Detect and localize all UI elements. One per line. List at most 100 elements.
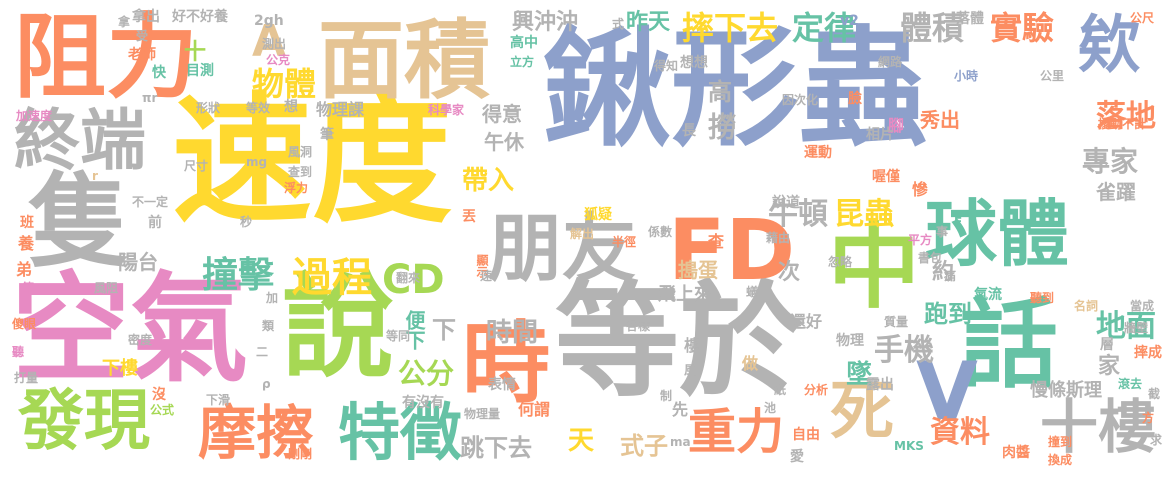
word-cloud-word: 運動	[804, 145, 832, 161]
word-cloud-word: 定律	[792, 9, 857, 47]
word-cloud-word: 肉醬	[1002, 445, 1030, 461]
word-cloud-word: 氣流	[974, 287, 1002, 303]
word-cloud-word: 雀躍	[1096, 180, 1136, 204]
word-cloud-word: 事	[936, 225, 949, 239]
word-cloud-word: 跳下去	[460, 434, 532, 462]
word-cloud-word: 面積	[318, 11, 490, 111]
word-cloud-word: 2gh	[254, 13, 284, 29]
word-cloud-word: 話	[960, 288, 1059, 402]
word-cloud-word: 剛剛	[288, 447, 313, 461]
word-cloud-word: 快	[152, 65, 166, 81]
word-cloud-word: 終端	[14, 102, 146, 179]
word-cloud-word: 類	[262, 319, 275, 333]
word-cloud-word: 次	[778, 260, 801, 285]
word-cloud-word: 層	[1100, 337, 1114, 353]
word-cloud-word: 公式	[150, 403, 175, 417]
word-cloud-word: 物理課	[316, 100, 365, 119]
word-cloud-word: 名詞	[1074, 299, 1099, 313]
word-cloud-word: 式子	[620, 432, 668, 460]
word-cloud-word: 物體	[252, 65, 317, 103]
word-cloud-word: 藉由	[766, 231, 791, 245]
word-cloud-word: 忽略	[828, 255, 853, 269]
word-cloud-word: 加	[266, 291, 279, 305]
word-cloud-word: 第一	[22, 281, 47, 295]
word-cloud-word: 質量	[884, 315, 909, 329]
word-cloud-word: mg	[246, 155, 268, 169]
word-cloud-word: 公尺	[1130, 11, 1155, 25]
word-cloud-word: 紙	[774, 383, 787, 397]
word-cloud-word: 式	[612, 17, 625, 31]
word-cloud-word: 昨天	[626, 10, 671, 35]
word-cloud-word: 跑到	[924, 300, 972, 328]
word-cloud-word: 自由	[792, 427, 820, 443]
word-cloud-word: 下	[432, 316, 456, 344]
word-cloud-word: 各樣	[626, 319, 651, 333]
word-cloud-word: 等於	[555, 270, 804, 414]
word-cloud-word: 資料	[930, 415, 990, 450]
word-cloud-word: 形狀	[196, 101, 221, 115]
word-cloud-word: 受	[136, 29, 149, 43]
word-cloud-word: 愛	[790, 449, 804, 465]
word-cloud-word: 露出	[866, 377, 894, 393]
word-cloud-word: 拿	[118, 15, 131, 29]
word-cloud-word: 實驗	[990, 9, 1055, 47]
word-cloud-word: 高	[708, 78, 732, 106]
word-cloud-word: 沒	[152, 387, 166, 403]
word-cloud-word: 撈	[704, 112, 737, 140]
word-cloud-word: 想想	[680, 55, 708, 71]
word-cloud-word: 網路	[878, 55, 903, 69]
word-cloud-word: 不一定	[132, 195, 169, 209]
word-cloud-word: 求	[1150, 433, 1163, 447]
word-cloud-word: 午休	[484, 130, 524, 154]
word-cloud-word: 牛頓	[768, 197, 828, 232]
word-cloud-word: 慢條斯理	[1030, 380, 1102, 401]
word-cloud-word: 池	[764, 401, 777, 415]
word-cloud-word: 浮力	[284, 181, 309, 195]
word-cloud-word: 相片	[866, 127, 894, 143]
word-cloud-word: 顯示	[475, 254, 489, 278]
word-cloud-word: 中	[828, 214, 921, 321]
word-cloud-word: MKS	[894, 439, 924, 453]
word-cloud-word: 公分	[398, 357, 455, 390]
word-cloud-word: 查到	[288, 165, 313, 179]
word-cloud-word: 得意	[482, 102, 522, 126]
word-cloud-word: 喔僅	[872, 169, 900, 185]
word-cloud-word: 擾動不計	[1098, 117, 1147, 131]
word-cloud-word: 痛	[944, 269, 957, 283]
word-cloud-word: 速度	[172, 80, 453, 243]
word-cloud-word: 撞到	[1048, 435, 1073, 449]
word-cloud-word: 等效	[246, 101, 271, 115]
word-cloud-word: 帶入	[462, 166, 515, 196]
word-cloud-word: 樓	[684, 336, 701, 355]
word-cloud-word: 朋友	[488, 206, 636, 292]
word-cloud-word: 長	[682, 123, 696, 139]
word-cloud-word: 速	[480, 269, 493, 283]
word-cloud-word: 下樓	[102, 358, 138, 379]
word-cloud-word: 牆壁	[1124, 321, 1149, 335]
word-cloud-word: 分析	[804, 383, 829, 397]
word-cloud-word: 落體	[956, 11, 984, 27]
word-cloud-word: 有沒有	[402, 395, 444, 411]
word-cloud-word: 解出	[570, 227, 595, 241]
word-cloud-word: 養	[18, 234, 35, 253]
word-cloud-word: 飛上來	[658, 284, 712, 305]
word-cloud-word: 查	[708, 232, 725, 251]
word-cloud-word: 公里	[1040, 69, 1065, 83]
word-cloud-word: 撞擊	[202, 255, 275, 296]
word-cloud-word: 表情	[488, 377, 516, 393]
word-cloud-word: 便下	[402, 310, 426, 350]
word-cloud-word: 截	[1148, 387, 1161, 401]
word-cloud-word: 十	[184, 40, 207, 65]
word-cloud-word: 班	[20, 215, 34, 231]
word-cloud-word: 蟻	[746, 285, 759, 299]
word-cloud-word: 狐疑	[584, 207, 612, 223]
word-cloud-word: 目測	[186, 63, 214, 79]
word-cloud-word: 拿出	[132, 9, 160, 25]
word-cloud-word: 物理	[836, 333, 864, 349]
word-cloud-word: 先	[672, 400, 689, 419]
word-cloud-word: r	[92, 169, 98, 183]
word-cloud-word: 昆蟲	[834, 197, 894, 232]
word-cloud-word: 球體	[925, 192, 1070, 276]
word-cloud-word: 時間	[486, 318, 539, 348]
word-cloud-word: 制	[660, 389, 673, 403]
